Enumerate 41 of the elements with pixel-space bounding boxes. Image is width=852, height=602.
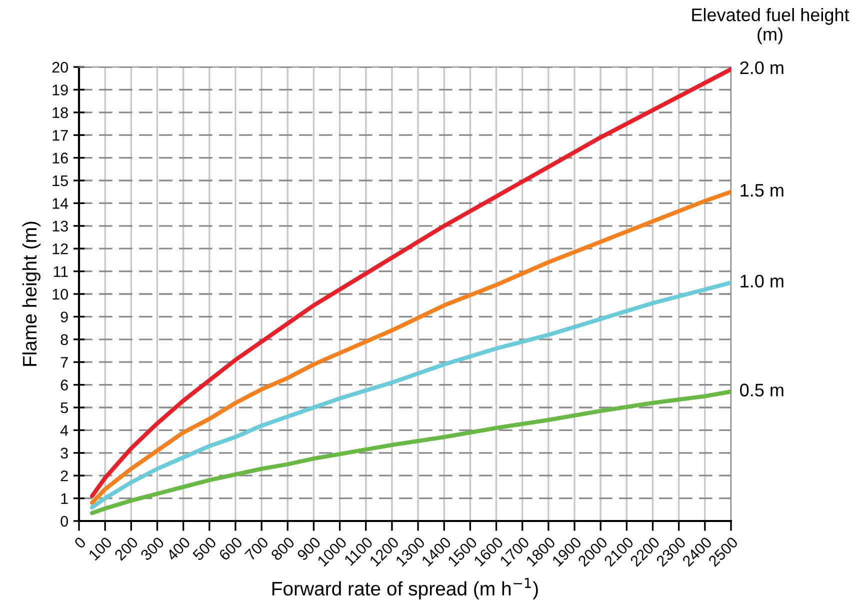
- y-tick-label: 4: [60, 425, 68, 436]
- x-tick-label: 600: [218, 536, 243, 561]
- x-tick-label: 200: [114, 536, 139, 561]
- y-tick-label: 20: [52, 62, 68, 73]
- y-tick-label: 1: [61, 493, 68, 504]
- series-label: 0.5 m: [740, 384, 784, 396]
- x-tick-label: 100: [88, 536, 113, 561]
- x-tick-label: 700: [244, 536, 270, 561]
- y-tick-label: 3: [60, 448, 68, 459]
- series-label: 2.0 m: [740, 61, 784, 74]
- x-tick-label: 500: [192, 536, 217, 562]
- x-tick-label: 0: [74, 536, 87, 550]
- line-series: [90, 390, 731, 516]
- line-series: [90, 67, 731, 498]
- y-tick-label: 16: [52, 152, 68, 164]
- y-axis-title: Flame height (m): [22, 222, 40, 366]
- x-axis-title: Forward rate of spread (m h$^{−1}$): [272, 578, 538, 600]
- y-tick-label: 18: [52, 107, 68, 118]
- x-tick-label: 300: [140, 536, 165, 562]
- line-series: [90, 280, 731, 510]
- y-tick-label: 17: [52, 130, 68, 141]
- y-tick-label: 14: [52, 198, 68, 209]
- y-tick-label: 11: [54, 266, 68, 277]
- y-tick-label: 19: [52, 84, 68, 96]
- y-tick-label: 5: [60, 402, 68, 414]
- line-series: [90, 190, 731, 505]
- x-tick-label: 800: [270, 536, 296, 562]
- y-tick-label: 8: [60, 334, 68, 346]
- y-tick-label: 7: [60, 357, 68, 368]
- y-tick-label: 6: [60, 380, 68, 390]
- y-tick-label: 15: [52, 176, 68, 186]
- y-tick-label: 2: [60, 470, 68, 482]
- series-label: 1.5 m: [740, 184, 784, 197]
- y-tick-label: 0: [60, 516, 68, 527]
- y-tick-label: 9: [60, 312, 68, 322]
- y-tick-label: 10: [52, 288, 68, 300]
- x-tick-label: 400: [166, 536, 191, 562]
- y-tick-label: 13: [52, 220, 68, 232]
- y-tick-label: 12: [52, 243, 68, 254]
- series-label: 1.0 m: [740, 274, 784, 288]
- legend-title: Elevated fuel height (m): [692, 8, 850, 44]
